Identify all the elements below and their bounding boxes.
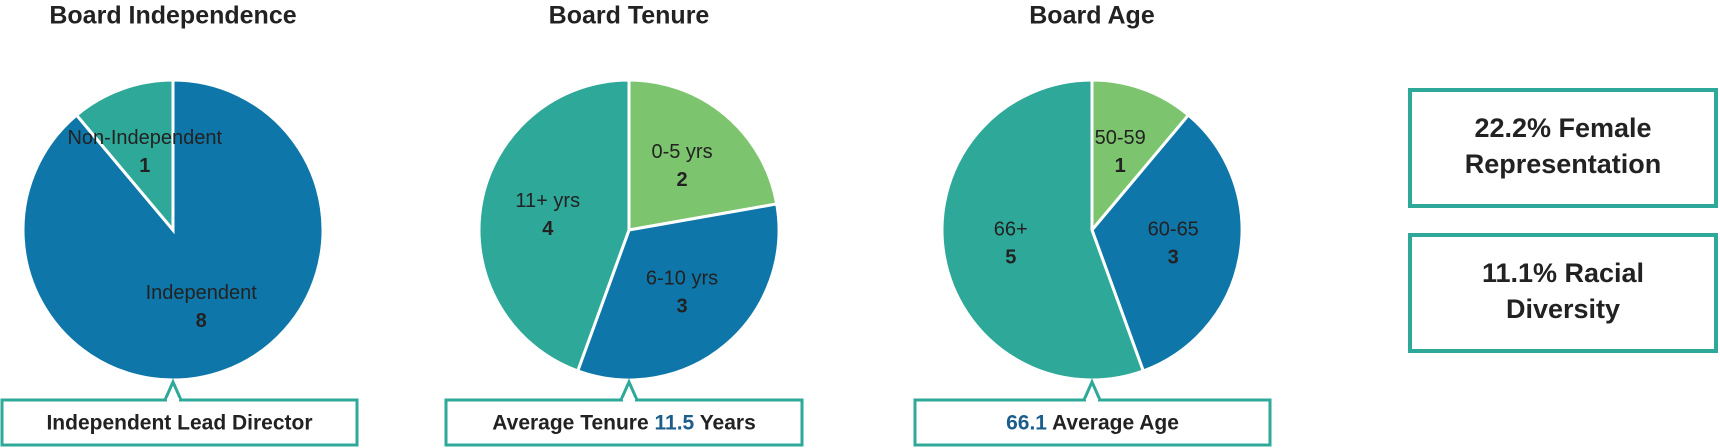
pie-slice (74, 78, 175, 235)
chart-title: Board Tenure (549, 2, 710, 30)
callout-text: 66.1 Average Age (1006, 411, 1179, 434)
pie-slice (627, 78, 779, 232)
callout-before: Average Tenure (492, 411, 648, 434)
slice-label: 11+ yrs (515, 190, 580, 212)
callout-text: Average Tenure 11.5 Years (492, 411, 756, 434)
callout-before: Independent Lead Director (46, 411, 312, 434)
slice-value: 2 (676, 169, 687, 191)
callout-box (913, 398, 1272, 447)
slice-value: 5 (1005, 247, 1016, 269)
highlight-text: Representation (1465, 149, 1662, 179)
callout-after: Average Age (1052, 411, 1179, 434)
pie-slice (575, 202, 781, 382)
chart-title: Board Age (1029, 2, 1155, 30)
pie-slice (477, 78, 631, 373)
pie-slice (940, 78, 1146, 382)
callout-value: 66.1 (1006, 411, 1047, 434)
slice-label: Non-Independent (67, 127, 222, 149)
highlight-box (1408, 88, 1718, 208)
pie-slice (1090, 112, 1244, 373)
slice-value: 3 (1168, 247, 1179, 269)
slice-value: 3 (676, 295, 687, 317)
chart-title: Board Independence (49, 2, 296, 30)
slice-value: 1 (139, 155, 150, 177)
slice-value: 1 (1115, 155, 1126, 177)
callout-pointer (163, 378, 183, 401)
slice-value: 4 (542, 218, 554, 240)
highlight-text: 22.2% Female (1474, 113, 1651, 143)
callout-text: Independent Lead Director (46, 411, 312, 434)
highlight-box (1408, 233, 1718, 353)
highlight-text: Diversity (1506, 294, 1620, 324)
slice-value: 8 (196, 310, 207, 332)
callout-pointer (619, 378, 639, 401)
slice-label: 6-10 yrs (646, 267, 718, 289)
callout-box (0, 398, 359, 447)
slice-label: 60-65 (1148, 219, 1199, 241)
callout-after: Years (700, 411, 756, 434)
callout-value: 11.5 (655, 411, 695, 434)
slice-label: Independent (146, 282, 258, 304)
slice-label: 0-5 yrs (651, 141, 712, 163)
pie-slice (1090, 78, 1191, 235)
callout-pointer (1082, 378, 1102, 401)
highlight-text: 11.1% Racial (1482, 258, 1644, 288)
slice-label: 66+ (994, 219, 1028, 241)
slice-label: 50-59 (1095, 127, 1146, 149)
